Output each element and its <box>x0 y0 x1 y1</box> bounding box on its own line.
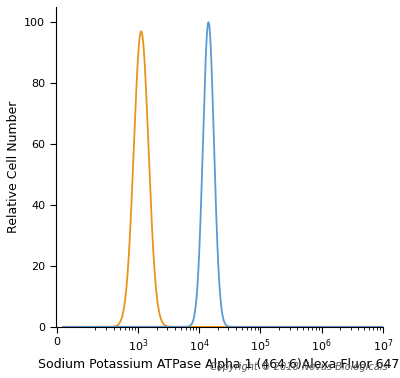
Text: Copyright © 2018 Novus Biologicals: Copyright © 2018 Novus Biologicals <box>210 363 388 372</box>
X-axis label: Sodium Potassium ATPase Alpha 1 (464.6)Alexa Fluor 647: Sodium Potassium ATPase Alpha 1 (464.6)A… <box>38 358 400 371</box>
Y-axis label: Relative Cell Number: Relative Cell Number <box>7 101 20 233</box>
